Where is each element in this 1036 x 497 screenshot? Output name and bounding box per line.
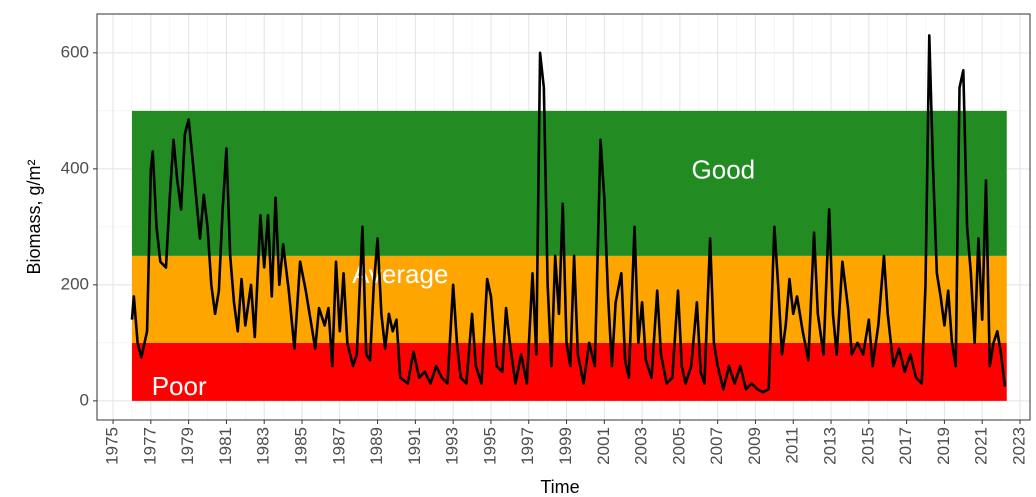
x-tick-label: 1999 [556,427,575,465]
x-tick-label: 2023 [1009,427,1028,465]
data-line [130,34,1007,394]
x-tick-label: 1993 [443,427,462,465]
x-tick-label: 1977 [140,427,159,465]
x-tick-label: 2001 [594,427,613,465]
x-tick-label: 2011 [783,427,802,464]
x-tick-label: 1981 [216,427,235,465]
y-tick-label: 0 [80,390,89,409]
x-axis-title: Time [540,477,579,497]
x-tick-label: 2005 [669,427,688,465]
x-tick-label: 1983 [254,427,273,465]
x-tick-label: 2009 [745,427,764,465]
x-tick-label: 1989 [367,427,386,465]
band [131,110,1007,256]
x-tick-label: 2013 [821,427,840,465]
x-tick-label: 1991 [405,427,424,465]
y-axis-title: Biomass, g/m² [24,159,44,274]
band [131,255,1007,343]
y-tick-label: 600 [61,42,89,61]
band-label: Poor [152,371,207,401]
x-tick-label: 1975 [103,427,122,465]
x-tick-label: 2007 [707,427,726,465]
x-tick-label: 2019 [934,427,953,465]
x-tick-label: 1979 [178,427,197,465]
x-tick-label: 1995 [480,427,499,465]
x-tick-label: 2021 [972,427,991,465]
band-label: Good [692,155,756,185]
x-tick-label: 1987 [329,427,348,465]
x-tick-label: 1997 [518,427,537,465]
x-tick-label: 2017 [896,427,915,465]
x-tick-label: 1985 [291,427,310,465]
band-label: Average [352,259,448,289]
x-tick-label: 2003 [632,427,651,465]
panel-border [96,13,1031,421]
y-tick-label: 200 [61,274,89,293]
x-tick-label: 2015 [858,427,877,465]
y-tick-label: 400 [61,158,89,177]
